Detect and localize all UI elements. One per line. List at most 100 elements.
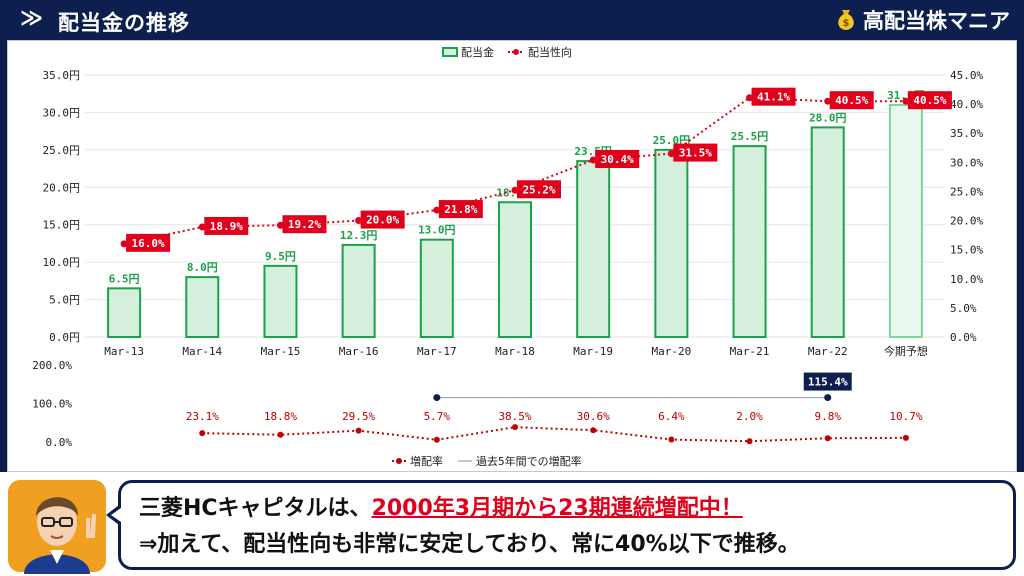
svg-text:$: $ (843, 18, 850, 29)
dividend-bar (810, 126, 845, 339)
payout-label-box (517, 180, 561, 199)
category-label: Mar-18 (495, 345, 535, 358)
payout-label: 18.9% (210, 220, 243, 233)
legend-marker-payout (513, 49, 519, 55)
payout-point (511, 186, 519, 194)
growth-label: 9.8% (814, 410, 841, 423)
right-axis-tick: 45.0% (950, 69, 983, 82)
left-axis-tick: 10.0円 (43, 256, 81, 269)
category-label: Mar-19 (573, 345, 613, 358)
payout-label: 40.5% (913, 94, 946, 107)
payout-label-box (595, 150, 640, 169)
growth-point (433, 436, 440, 443)
dividend-label: 6.5円 (109, 272, 140, 285)
payout-label-box (673, 143, 718, 162)
dividend-label: 12.3円 (340, 229, 378, 242)
caption-prefix: 三菱HCキャピタルは、 (139, 496, 372, 521)
category-label: Mar-21 (730, 345, 770, 358)
category-label: 今期予想 (884, 344, 928, 358)
dividend-label: 9.5円 (265, 250, 296, 263)
growth-point (902, 434, 909, 441)
right-axis-tick: 20.0% (950, 215, 983, 228)
legend-label-growth: 増配率 (410, 454, 443, 468)
payout-label: 30.4% (601, 153, 634, 166)
payout-label-box (360, 210, 405, 229)
right-axis-tick: 25.0% (950, 185, 983, 198)
payout-point (433, 206, 441, 214)
left-axis-tick: 5.0円 (49, 294, 80, 307)
growth-line (202, 426, 906, 443)
money-bag-icon: $ (838, 10, 854, 30)
payout-label: 31.5% (679, 147, 712, 160)
brand-name: 高配当株マニア (863, 9, 1010, 33)
dividend-chart: 0.0円 5.0円 10.0円 15.0円 20.0円 25.0円 30.0円 35.0円 0.… (32, 45, 983, 468)
payout-label-box (829, 91, 874, 110)
payout-label-box (126, 233, 171, 252)
payout-point (198, 223, 206, 231)
growth-label: 23.1% (186, 410, 219, 423)
five-year-label: 115.4% (808, 376, 848, 389)
page-title: 配当金の推移 (58, 11, 190, 35)
five-year-end-point (824, 394, 832, 402)
payout-point (746, 94, 754, 102)
category-label: Mar-16 (339, 345, 379, 358)
caption-line-2: ⇒加えて、配当性向も非常に安定しており、常に40%以下で推移。 (139, 532, 800, 557)
dividend-bar (732, 145, 767, 338)
caption-line-1: 三菱HCキャピタルは、2000年3月期から23期連続増配中！ (139, 491, 997, 527)
right-axis-tick: 30.0% (950, 156, 983, 169)
growth-axis-tick: 100.0% (32, 398, 72, 411)
payout-label-box (282, 215, 327, 234)
payout-label-box (907, 91, 952, 110)
growth-point (512, 424, 518, 431)
growth-axis-tick: 0.0% (46, 436, 73, 449)
left-axis-tick: 0.0円 (49, 331, 80, 344)
category-label: Mar-15 (261, 345, 301, 358)
growth-label: 30.6% (577, 410, 610, 423)
dividend-label: 8.0円 (187, 261, 218, 274)
growth-label: 5.7% (424, 410, 451, 423)
category-label: Mar-22 (808, 345, 848, 358)
dividend-bar (654, 148, 689, 338)
caption-highlight: 2000年3月期から23期連続増配中！ (371, 496, 743, 521)
payout-label: 40.5% (835, 94, 868, 107)
payout-point (824, 97, 832, 105)
dividend-bar (576, 160, 611, 338)
dividend-label: 25.5円 (731, 130, 769, 143)
legend-label-five-year: 過去5年間での増配率 (476, 454, 582, 468)
left-axis-tick: 15.0円 (43, 219, 81, 232)
five-year-label-box (803, 372, 852, 391)
payout-point (355, 217, 363, 225)
category-label: Mar-20 (651, 345, 691, 358)
growth-point (355, 427, 362, 434)
dividend-bar (185, 276, 220, 339)
payout-label: 21.8% (444, 203, 477, 216)
growth-point (590, 427, 597, 434)
growth-axis-tick: 200.0% (32, 359, 72, 372)
speech-bubble: 三菱HCキャピタルは、2000年3月期から23期連続増配中！ ⇒加えて、配当性向… (106, 480, 1016, 570)
payout-point (667, 150, 675, 158)
category-label: Mar-14 (182, 345, 222, 358)
five-year-start-point (433, 394, 441, 402)
growth-point (824, 435, 831, 442)
payout-label-box (438, 200, 483, 219)
right-axis-tick: 35.0% (950, 127, 983, 140)
dividend-bar (419, 238, 454, 338)
right-axis-tick: 0.0% (950, 331, 977, 344)
legend-swatch-dividend (442, 47, 458, 57)
growth-label: 6.4% (658, 410, 685, 423)
payout-label: 16.0% (132, 237, 165, 250)
category-label: Mar-17 (417, 345, 457, 358)
growth-label: 38.5% (498, 410, 531, 423)
right-axis-tick: 40.0% (950, 98, 983, 111)
dividend-bar (498, 201, 532, 338)
brand-logo: $ 高配当株マニア (833, 6, 1010, 34)
payout-label-box (751, 87, 796, 106)
right-axis-tick: 5.0% (950, 302, 977, 315)
header-bar: ≫ 配当金の推移 $ 高配当株マニア (0, 0, 1024, 40)
growth-point (668, 436, 675, 443)
growth-point (746, 438, 753, 445)
presenter-avatar-icon (8, 480, 106, 574)
right-axis-tick: 15.0% (950, 244, 983, 257)
dividend-label: 28.0円 (809, 111, 847, 124)
payout-label: 25.2% (522, 183, 555, 196)
